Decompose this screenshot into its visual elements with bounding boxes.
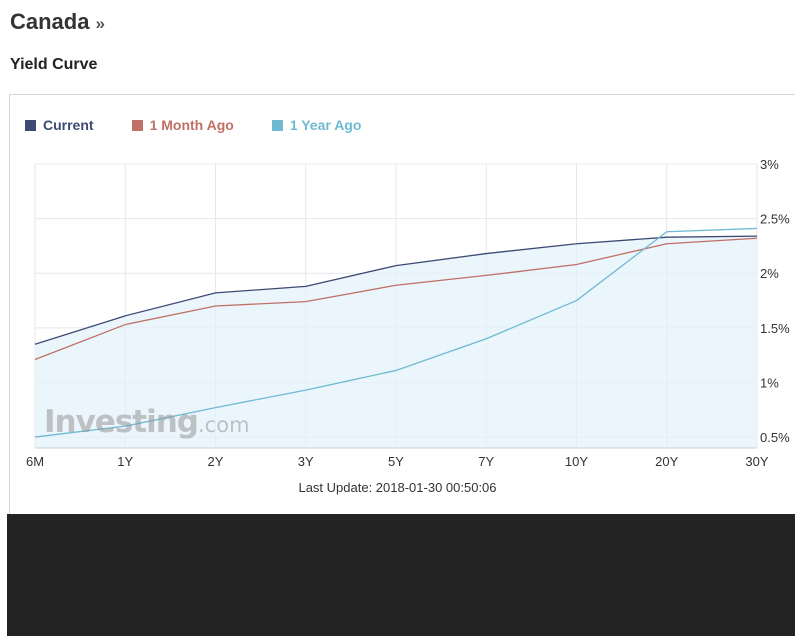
watermark-suffix: .com [198,413,250,437]
y-tick-label: 3% [760,157,779,172]
x-tick-label: 2Y [208,454,224,469]
x-tick-label: 6M [26,454,44,469]
legend-swatch [131,119,143,131]
legend-item[interactable]: 1 Year Ago [271,117,362,133]
legend-item[interactable]: 1 Month Ago [131,117,234,133]
x-tick-label: 5Y [388,454,404,469]
last-update-text: Last Update: 2018-01-30 00:50:06 [298,480,497,495]
y-tick-label: 2.5% [760,212,790,227]
x-tick-label: 30Y [745,454,768,469]
investing-watermark-logo: Investing.com [44,404,250,440]
legend-label: 1 Year Ago [289,117,362,133]
legend-label: 1 Month Ago [149,117,234,133]
series-line [34,227,758,438]
x-tick-label: 7Y [478,454,494,469]
y-tick-label: 0.5% [760,430,790,445]
x-tick-label: 3Y [298,454,314,469]
section-title: Yield Curve [10,56,98,73]
x-tick-label: 20Y [655,454,678,469]
dark-footer-panel [7,514,795,636]
chevron-right-icon[interactable]: » [95,14,105,33]
legend-swatch [25,119,36,131]
y-tick-label: 2% [760,266,779,281]
series-line [34,237,758,361]
chart-legend: Current 1 Month Ago 1 Year Ago [25,117,399,133]
country-name[interactable]: Canada [10,9,90,34]
country-title[interactable]: Canada » [10,9,105,35]
x-tick-label: 1Y [117,454,133,469]
watermark-main: Investing [44,404,199,440]
series-line [34,235,758,345]
y-tick-label: 1.5% [760,321,790,336]
legend-label: Current [43,117,94,133]
x-tick-label: 10Y [565,454,588,469]
y-tick-label: 1% [760,375,779,390]
legend-swatch [271,119,283,131]
legend-item[interactable]: Current [25,117,94,133]
series-area-fill [35,236,757,448]
